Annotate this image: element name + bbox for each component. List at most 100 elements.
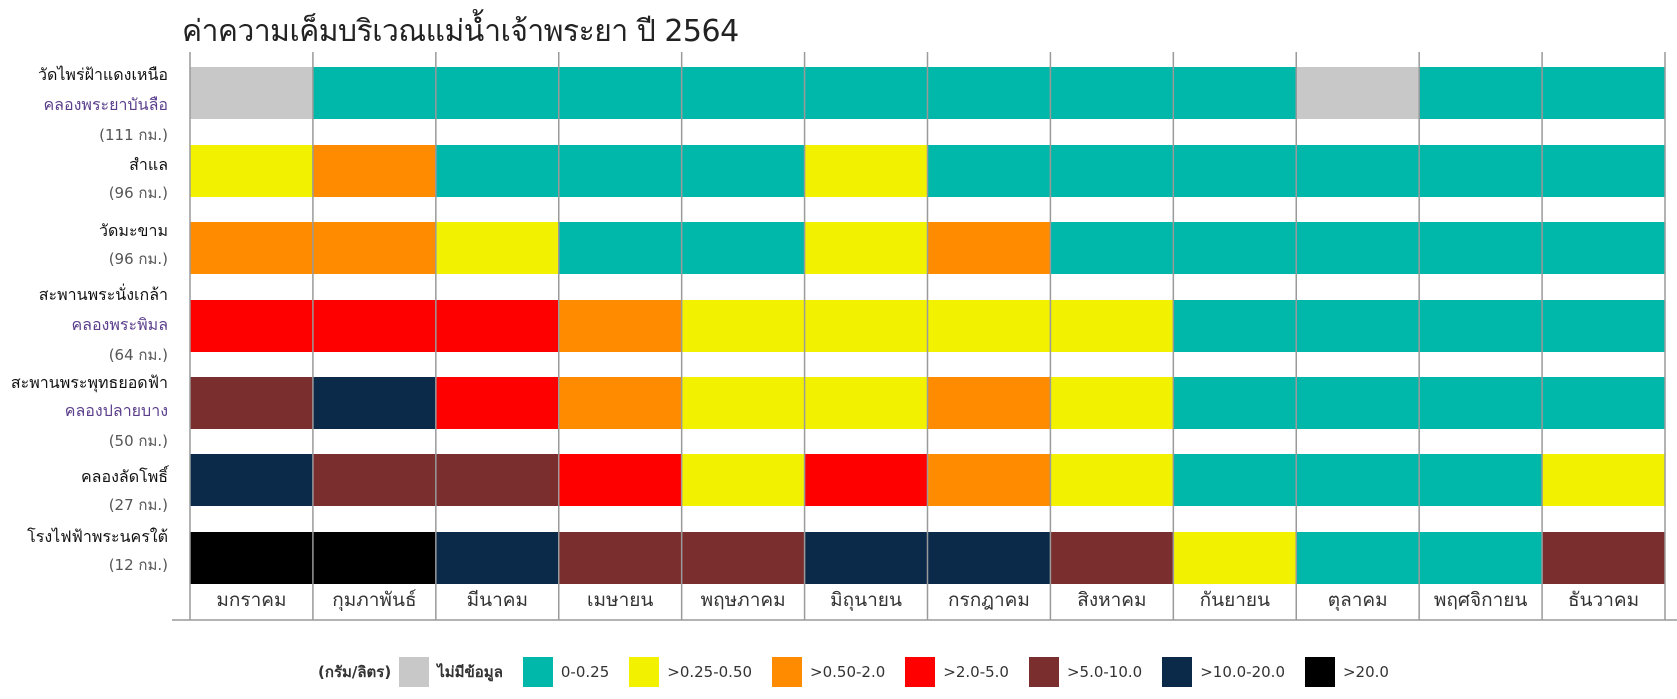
station-distance: (111 กม.) [99,126,168,144]
heatmap-cell [927,222,1051,274]
month-tick-label: ธันวาคม [1568,589,1639,611]
legend-label: ไม่มีข้อมูล [437,663,503,681]
heatmap-cell [1296,454,1420,506]
heatmap-cell [435,67,560,119]
heatmap-cell [1050,67,1174,119]
heatmap-cell [435,300,560,352]
heatmap-cell [1419,222,1543,274]
legend-item-2: >0.25-0.50 [629,657,752,687]
heatmap-cell [558,222,683,274]
legend-swatch [772,657,803,687]
heatmap-cell [1296,222,1420,274]
heatmap-cell [1419,454,1543,506]
heatmap-cell [1050,454,1174,506]
station-name: สะพานพระนั่งเกล้า [39,283,168,304]
heatmap-cell [1173,222,1297,274]
heatmap-cell [312,67,437,119]
heatmap-cell [1419,145,1543,197]
legend-label: >0.50-2.0 [810,663,886,681]
heatmap-cell [1542,300,1666,352]
heatmap-cell [804,145,928,197]
heatmap-cell [681,377,806,429]
heatmap-cell [1050,532,1174,584]
station-subname: คลองพระยาบันลือ [43,95,168,114]
month-tick-label: กุมภาพันธ์ [332,589,416,612]
legend-item-4: >2.0-5.0 [905,657,1009,687]
heatmap-cell [1542,454,1666,506]
heatmap-cell [927,377,1051,429]
heatmap-cell [927,67,1051,119]
heatmap-cell [1419,67,1543,119]
heatmap-cell [190,222,314,274]
heatmap-cell [927,454,1051,506]
legend-swatch [905,657,936,687]
heatmap-cell [558,454,683,506]
month-tick-label: เมษายน [587,589,653,611]
month-tick-label: สิงหาคม [1077,589,1146,611]
month-tick-label: มีนาคม [467,589,528,611]
heatmap-cell [190,454,314,506]
station-name: สะพานพระพุทธยอดฟ้า [11,373,168,393]
heatmap-cell [435,454,560,506]
station-subname: คลองพระพิมล [71,315,168,334]
heatmap-cell [804,300,928,352]
month-tick-label: กันยายน [1200,589,1270,611]
heatmap-cell [435,532,560,584]
heatmap-cell [558,532,683,584]
legend-swatch [522,657,553,687]
legend-item-5: >5.0-10.0 [1028,657,1143,687]
heatmap-cell [681,300,806,352]
month-tick-label: พฤศจิกายน [1434,589,1528,611]
heatmap-cell [1173,454,1297,506]
heatmap-cell [1050,145,1174,197]
chart-title: ค่าความเค็มบริเวณแม่น้ำเจ้าพระยา ปี 2564 [182,14,739,49]
heatmap-cell [1173,145,1297,197]
legend-unit: (กรัม/ลิตร) [318,663,392,681]
legend-item-nodata: ไม่มีข้อมูล [399,657,503,687]
heatmap-cell [804,67,928,119]
heatmap-cell [1050,300,1174,352]
month-tick-label: มิถุนายน [830,589,902,612]
station-distance: (27 กม.) [109,496,168,514]
heatmap-cell [1050,222,1174,274]
heatmap-cell [1173,377,1297,429]
heatmap-cell [1050,377,1174,429]
legend-label: 0-0.25 [560,663,610,681]
month-tick-label: มกราคม [216,589,286,611]
station-distance: (50 กม.) [109,432,168,450]
station-distance: (64 กม.) [109,346,168,364]
heatmap-cell [1419,300,1543,352]
heatmap-cell [435,377,560,429]
station-distance: (96 กม.) [109,184,168,202]
heatmap-cell [190,67,314,119]
heatmap-cell [1542,377,1666,429]
heatmap-cell [1419,532,1543,584]
station-name: คลองลัดโพธิ์ [81,465,170,486]
legend-swatch [1028,657,1059,687]
heatmap-cell [190,532,314,584]
heatmap-cell [1419,377,1543,429]
station-name: สำแล [129,155,168,174]
legend-swatch [399,657,430,687]
heatmap-cell [1296,67,1420,119]
legend-label: >5.0-10.0 [1066,663,1143,681]
heatmap-cell [558,145,683,197]
heatmap-cell [312,454,437,506]
station-distance: (12 กม.) [109,556,168,574]
heatmap-cell [1296,377,1420,429]
legend-label: >2.0-5.0 [943,663,1009,681]
legend-label: >0.25-0.50 [667,663,753,681]
heatmap-cell [681,145,806,197]
heatmap-cell [1173,532,1297,584]
heatmap-cell [1542,222,1666,274]
heatmap-cell [435,145,560,197]
heatmap-cell [558,377,683,429]
legend: (กรัม/ลิตร) ไม่มีข้อมูล 0-0.25 >0.25-0.5… [318,657,1409,687]
legend-item-3: >0.50-2.0 [772,657,885,687]
heatmap-cell [312,222,437,274]
heatmap-cell [1542,67,1666,119]
heatmap-cell [927,300,1051,352]
legend-swatch [629,657,660,687]
heatmap-cell [927,145,1051,197]
heatmap-cell [927,532,1051,584]
